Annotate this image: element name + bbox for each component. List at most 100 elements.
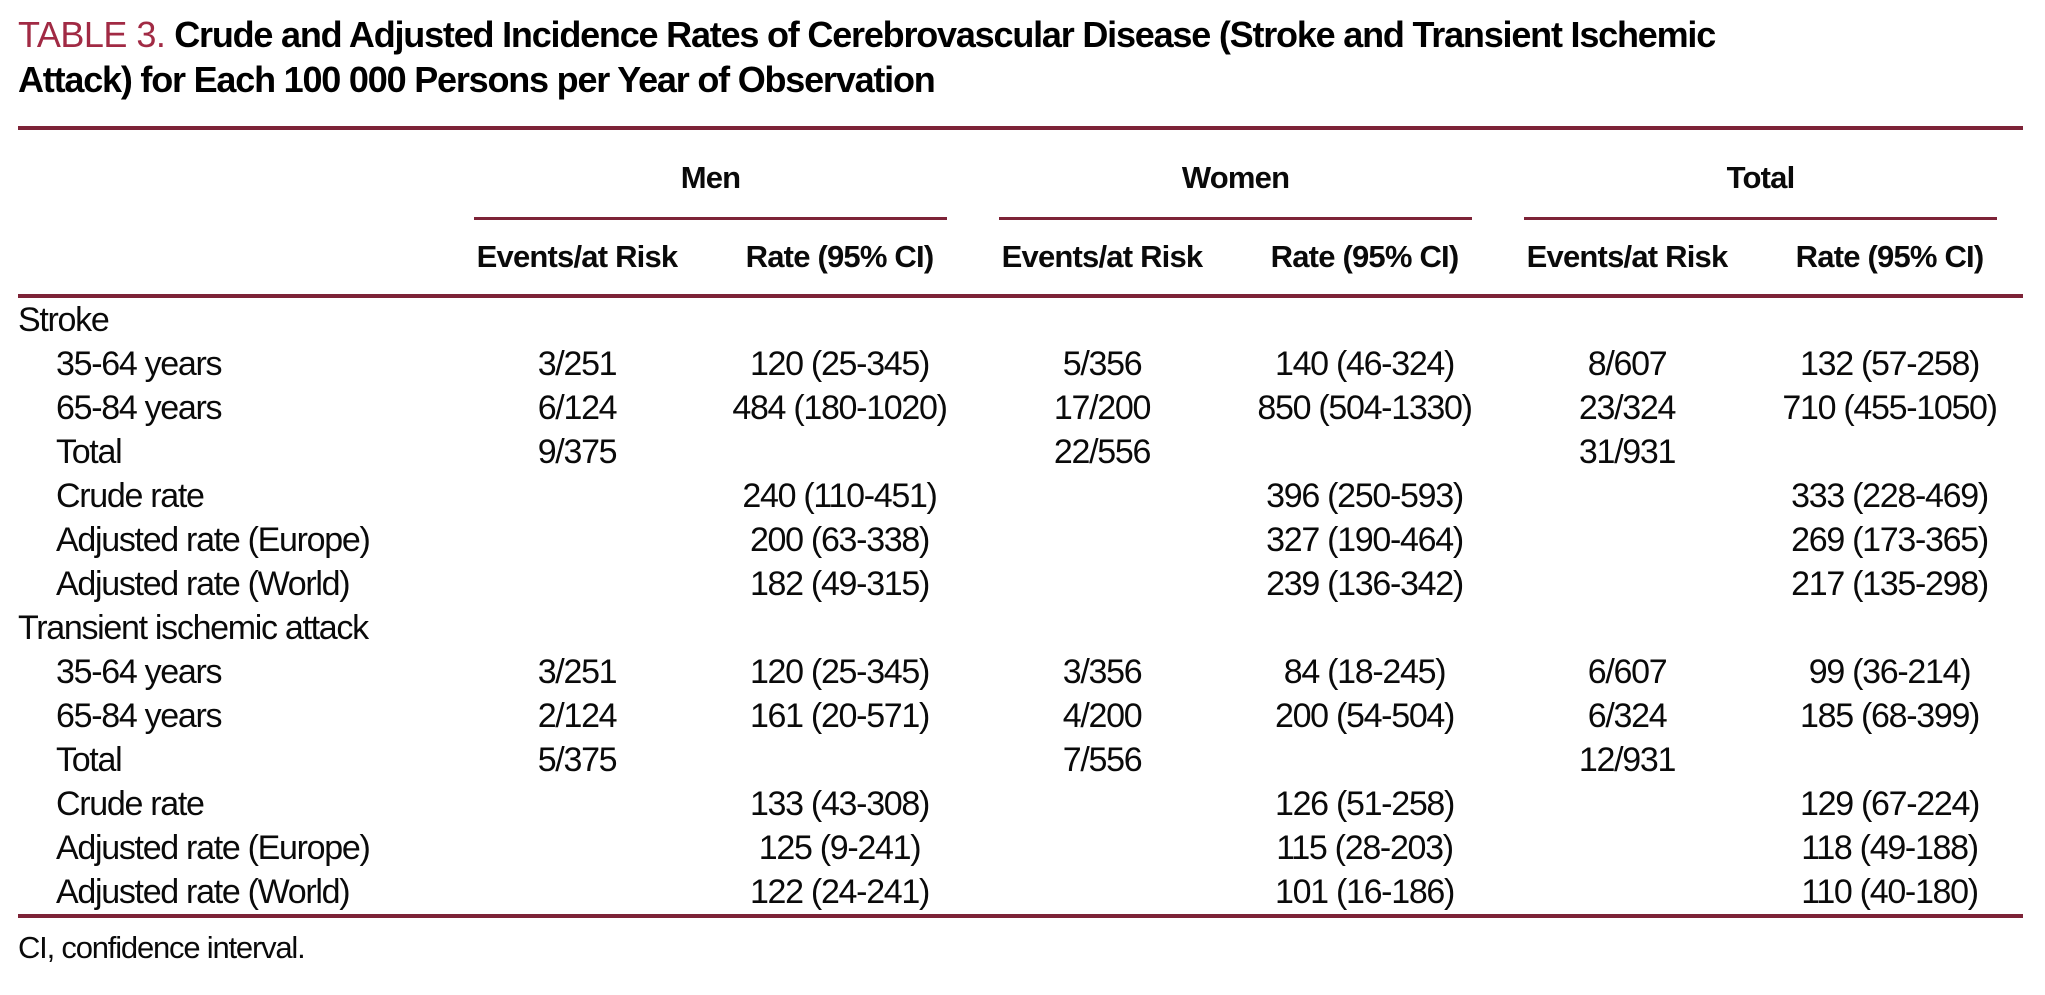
cell-women-events: 3/356: [1062, 653, 1143, 691]
cell-men-rate: 200 (63-338): [749, 521, 930, 559]
group-underline-men: Men: [474, 145, 948, 220]
cell-women-events: [973, 870, 1232, 918]
group-underline-women: Women: [999, 145, 1473, 220]
cell-women-events: 17/200: [1053, 389, 1152, 427]
group-header-spacer: [18, 128, 448, 220]
cell-men-events: [448, 606, 706, 650]
row-label: Adjusted rate (World): [18, 870, 448, 918]
cell-women-rate: [1231, 430, 1498, 474]
title-text-line2: Attack) for Each 100 000 Persons per Yea…: [18, 59, 936, 100]
cell-total-events: [1498, 606, 1756, 650]
cell-women-events: 22/556: [1053, 433, 1152, 471]
row-tia-65-84: 65-84 years 2/124 161 (20-571) 4/200 200…: [18, 694, 2023, 738]
cell-total-events: 6/607: [1587, 653, 1668, 691]
row-stroke-65-84: 65-84 years 6/124 484 (180-1020) 17/200 …: [18, 386, 2023, 430]
cell-total-events: [1498, 782, 1756, 826]
cell-total-rate: 333 (228-469): [1791, 477, 1989, 515]
row-tia-section: Transient ischemic attack: [18, 606, 2023, 650]
cell-men-events: 2/124: [537, 697, 618, 735]
cell-men-rate: 120 (25-345): [749, 345, 930, 383]
cell-total-events: [1498, 296, 1756, 342]
cell-total-rate: [1756, 296, 2023, 342]
subheader-women-rate: Rate (95% CI): [1231, 220, 1499, 298]
cell-men-rate: 133 (43-308): [749, 785, 930, 823]
cell-men-events: [448, 518, 706, 562]
cell-men-rate: [706, 606, 973, 650]
table-title: TABLE 3. Crude and Adjusted Incidence Ra…: [18, 0, 2023, 102]
row-label: 35-64 years: [56, 345, 223, 383]
group-header-total: Total: [1498, 128, 2023, 220]
cell-women-events: [973, 474, 1231, 518]
cell-total-rate: [1756, 430, 2023, 474]
cell-women-rate: 101 (16-186): [1231, 870, 1499, 918]
cell-men-rate: 125 (9-241): [758, 829, 922, 867]
cell-men-rate: [706, 738, 973, 782]
cell-men-events: [448, 826, 706, 870]
cell-total-events: [1498, 562, 1756, 606]
incidence-table: Men Women Total: [18, 126, 2024, 918]
subheader-spacer: [18, 220, 448, 298]
cell-total-rate: 99 (36-214): [1808, 653, 1972, 691]
cell-men-rate: 161 (20-571): [749, 697, 930, 735]
row-label: Total: [56, 433, 123, 471]
subheader-row: Events/at Risk Rate (95% CI) Events/at R…: [18, 220, 2024, 298]
cell-men-rate: 120 (25-345): [749, 653, 930, 691]
table-header: Men Women Total: [18, 128, 2024, 298]
row-tia-adjusted-europe: Adjusted rate (Europe) 125 (9-241) 115 (…: [18, 826, 2023, 870]
cell-men-events: [448, 870, 706, 918]
cell-total-rate: [1756, 738, 2023, 782]
cell-total-events: [1498, 870, 1757, 918]
row-label: Adjusted rate (Europe): [56, 829, 371, 867]
subheader-women-events: Events/at Risk: [973, 220, 1232, 298]
cell-women-events: 5/356: [1062, 345, 1143, 383]
row-label: Total: [56, 741, 123, 779]
group-label-men: Men: [680, 160, 741, 195]
cell-total-rate: 710 (455-1050): [1782, 389, 1998, 427]
cell-women-events: 7/556: [1062, 741, 1143, 779]
cell-total-rate: 132 (57-258): [1799, 345, 1980, 383]
cell-total-events: 6/324: [1587, 697, 1668, 735]
cell-total-events: [1498, 518, 1756, 562]
cell-women-events: 4/200: [1062, 697, 1143, 735]
footnote: CI, confidence interval.: [18, 930, 306, 965]
row-stroke-adjusted-world: Adjusted rate (World) 182 (49-315) 239 (…: [18, 562, 2023, 606]
cell-women-rate: [1231, 296, 1498, 342]
title-text-line1: Crude and Adjusted Incidence Rates of Ce…: [174, 14, 1716, 55]
row-tia-adjusted-world: Adjusted rate (World) 122 (24-241) 101 (…: [18, 870, 2024, 918]
cell-total-rate: 185 (68-399): [1799, 697, 1980, 735]
cell-women-rate: 140 (46-324): [1274, 345, 1455, 383]
cell-women-rate: [1231, 606, 1498, 650]
cell-total-rate: 269 (173-365): [1791, 521, 1989, 559]
cell-women-rate: 239 (136-342): [1266, 565, 1464, 603]
cell-men-rate: [706, 296, 973, 342]
cell-total-rate: 217 (135-298): [1791, 565, 1989, 603]
cell-total-events: 12/931: [1578, 741, 1677, 779]
subheader-total-rate: Rate (95% CI): [1756, 220, 2024, 298]
row-stroke-section: Stroke: [18, 296, 2023, 342]
cell-total-events: 31/931: [1578, 433, 1677, 471]
table-body: Stroke 35-64 years 3/251 120 (25-345) 5/…: [18, 296, 2024, 918]
cell-total-rate: 110 (40-180): [1756, 870, 2024, 918]
cell-women-events: [973, 518, 1231, 562]
row-tia-total: Total 5/375 7/556 12/931: [18, 738, 2023, 782]
group-label-women: Women: [1181, 160, 1290, 195]
cell-women-rate: 84 (18-245): [1283, 653, 1447, 691]
cell-total-events: 8/607: [1587, 345, 1668, 383]
cell-women-events: [973, 826, 1231, 870]
subheader-total-events: Events/at Risk: [1498, 220, 1757, 298]
cell-men-rate: 484 (180-1020): [732, 389, 948, 427]
group-header-men: Men: [448, 128, 973, 220]
cell-men-rate: 182 (49-315): [749, 565, 930, 603]
cell-women-rate: 396 (250-593): [1266, 477, 1464, 515]
cell-total-rate: 129 (67-224): [1799, 785, 1980, 823]
cell-women-events: [973, 562, 1231, 606]
cell-men-events: [448, 474, 706, 518]
cell-men-events: [448, 782, 706, 826]
cell-women-rate: 327 (190-464): [1266, 521, 1464, 559]
row-label: Crude rate: [56, 785, 205, 823]
row-label: 65-84 years: [56, 697, 223, 735]
cell-women-rate: 200 (54-504): [1274, 697, 1455, 735]
cell-women-rate: 126 (51-258): [1274, 785, 1455, 823]
row-label: 35-64 years: [56, 653, 223, 691]
